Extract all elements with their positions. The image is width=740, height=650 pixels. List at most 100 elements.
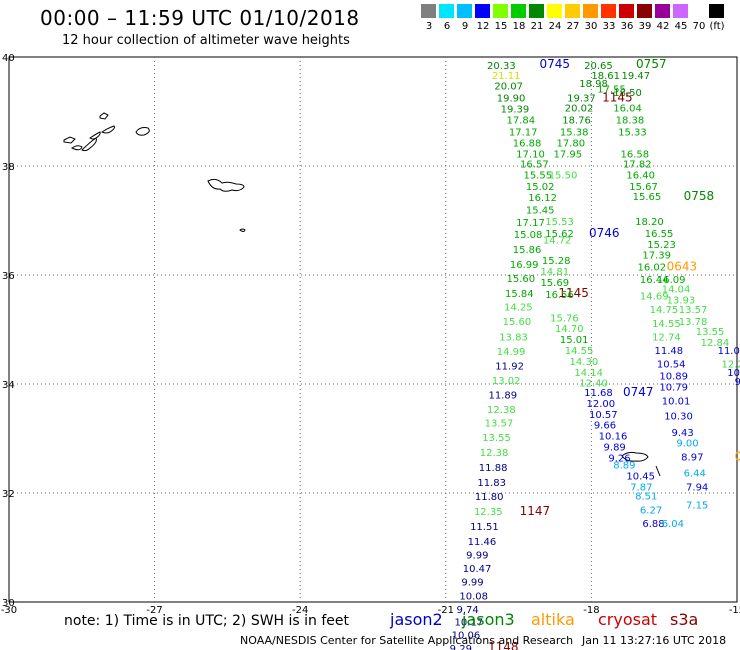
wave-height-value: 16.40 [626, 171, 655, 182]
wave-height-value: 15.45 [526, 205, 555, 216]
wave-height-value: 6.44 [684, 469, 706, 480]
pass-time-label: 0747 [623, 385, 654, 399]
wave-height-value: 16.99 [510, 260, 539, 271]
scale-label: (ft) [709, 21, 725, 32]
wave-height-value: 10.17 [455, 617, 484, 628]
wave-height-value: 16.04 [613, 104, 642, 115]
scale-label: 21 [530, 21, 544, 32]
island-coastline [81, 137, 97, 152]
scale-label: 45 [674, 21, 688, 32]
wave-height-value: 15.50 [549, 171, 578, 182]
island-coastline [71, 145, 83, 151]
scale-swatch [601, 4, 616, 18]
wave-height-value: 15.62 [545, 229, 574, 240]
wave-height-value: 8.89 [613, 460, 635, 471]
longitude-tick-label: -24 [292, 605, 308, 616]
wave-height-value: 15.08 [514, 230, 543, 241]
island-coastline [239, 228, 246, 232]
wave-height-value: 10.54 [657, 360, 686, 371]
wave-height-value: 20.65 [584, 61, 613, 72]
wave-height-value: 15.65 [633, 192, 662, 203]
wave-height-value: 18.76 [562, 115, 591, 126]
note-text: note: 1) Time is in UTC; 2) SWH is in fe… [64, 613, 350, 629]
pass-time-label: 0745 [539, 57, 570, 71]
scale-label: 18 [512, 21, 526, 32]
wave-height-value: 20.07 [494, 82, 523, 93]
wave-height-value: 10.06 [452, 631, 481, 642]
pass-time-label: 0758 [684, 189, 715, 203]
pass-time-label: 0644 [735, 449, 740, 463]
wave-height-value: 11.51 [470, 522, 499, 533]
legend-s3a: s3a [670, 610, 699, 629]
wave-height-value: 14.04 [662, 284, 691, 295]
wave-height-value: 17.39 [642, 251, 671, 262]
pass-time-label: 1147 [520, 504, 551, 518]
scale-swatch [673, 4, 688, 18]
scale-label: 42 [656, 21, 670, 32]
wave-height-value: 10.96 [727, 368, 740, 379]
wave-height-value: 15.60 [506, 274, 535, 285]
scale-label: 24 [548, 21, 562, 32]
latitude-tick-label: 36 [2, 271, 15, 282]
scale-label: 6 [443, 21, 451, 32]
scale-swatch [565, 4, 580, 18]
wave-height-value: 14.55 [565, 346, 594, 357]
wave-height-value: 14.75 [650, 305, 679, 316]
wave-height-value: 12.38 [480, 448, 509, 459]
island-coastline [207, 178, 245, 192]
wave-height-value: 15.55 [523, 171, 552, 182]
wave-height-value: 16.44 [640, 275, 669, 286]
scale-label: 27 [566, 21, 580, 32]
wave-height-value: 10.57 [589, 410, 618, 421]
wave-height-value: 10.47 [463, 564, 492, 575]
latitude-tick-label: 32 [2, 489, 15, 500]
scale-label: 36 [620, 21, 634, 32]
wave-height-value: 19.37 [567, 94, 596, 105]
wave-height-value: 15.33 [618, 127, 647, 138]
wave-height-value: 16.58 [621, 149, 650, 160]
island-coastline [655, 465, 661, 477]
wave-height-value: 9.26 [735, 377, 740, 388]
footer-timestamp: Jan 11 13:27:16 UTC 2018 [582, 634, 727, 647]
scale-label: 15 [494, 21, 508, 32]
legend-jason3: jason3 [462, 610, 515, 629]
wave-height-value: 17.17 [516, 218, 545, 229]
wave-height-value: 16.09 [657, 275, 686, 286]
wave-height-value: 16.88 [513, 138, 542, 149]
wave-height-value: 18.50 [613, 88, 642, 99]
scale-swatch [583, 4, 598, 18]
wave-height-value: 21.11 [492, 71, 521, 82]
map-subtitle: 12 hour collection of altimeter wave hei… [62, 33, 350, 48]
wave-height-value: 10.16 [599, 432, 628, 443]
wave-height-value: 11.80 [475, 492, 504, 503]
wave-height-value: 13.57 [679, 305, 708, 316]
wave-height-value: 11.46 [468, 537, 497, 548]
wave-height-value: 15.38 [560, 127, 589, 138]
latitude-tick-label: 40 [2, 53, 15, 64]
wave-height-value: 20.33 [487, 61, 516, 72]
wave-height-value: 14.81 [540, 267, 569, 278]
wave-height-value: 14.99 [497, 347, 526, 358]
island-coastline [101, 125, 115, 134]
pass-time-label: 0746 [589, 226, 620, 240]
scale-swatch [439, 4, 454, 18]
wave-height-value: 7.87 [630, 482, 652, 493]
wave-height-value: 17.55 [597, 84, 626, 95]
latitude-tick-label: 34 [2, 380, 15, 391]
island-coastline [621, 451, 649, 462]
wave-height-value: 19.90 [497, 94, 526, 105]
wave-height-value: 16.12 [528, 193, 557, 204]
wave-height-value: 9.29 [450, 644, 472, 650]
wave-height-value: 11.48 [654, 346, 683, 357]
wave-height-value: 7.94 [686, 482, 708, 493]
wave-height-value: 9.43 [671, 428, 693, 439]
map-frame [8, 56, 738, 603]
scale-swatch [493, 4, 508, 18]
wave-height-value: 10.79 [659, 383, 688, 394]
scale-swatch [655, 4, 670, 18]
island-coastline [99, 112, 109, 120]
map-title: 00:00 – 11:59 UTC 01/10/2018 [40, 6, 360, 30]
scale-label: 33 [602, 21, 616, 32]
wave-height-value: 6.27 [640, 506, 662, 517]
wave-height-value: 19.39 [501, 105, 530, 116]
